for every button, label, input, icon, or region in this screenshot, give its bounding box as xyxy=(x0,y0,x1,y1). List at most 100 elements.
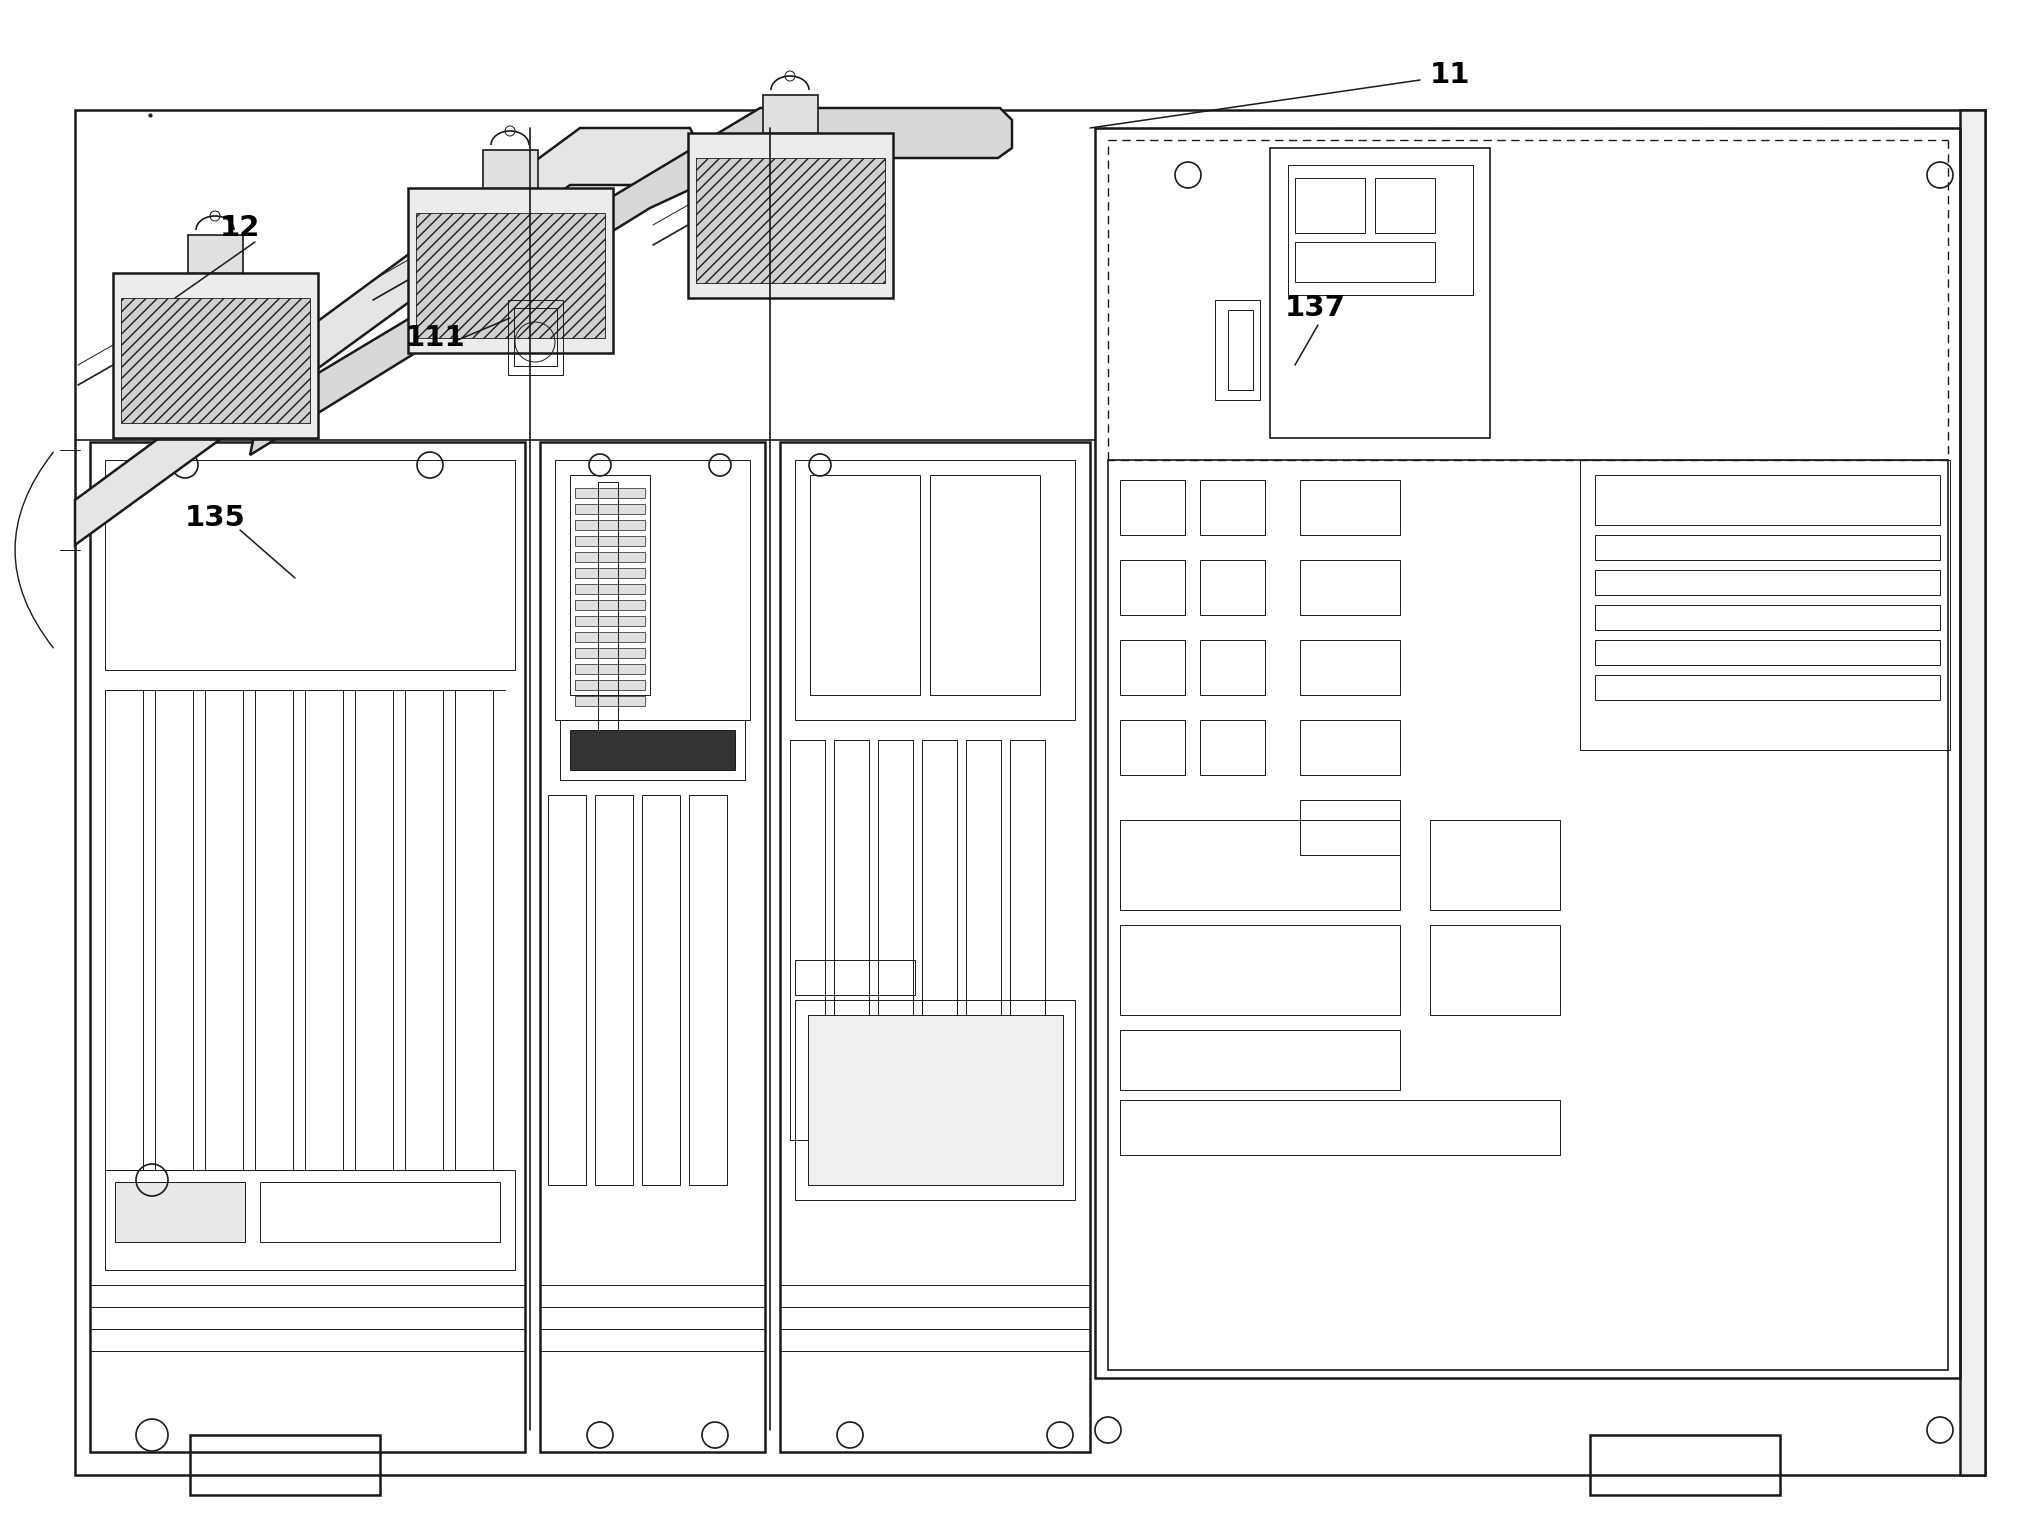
Text: 111: 111 xyxy=(405,324,466,352)
Bar xyxy=(1121,820,1401,910)
Bar xyxy=(105,690,144,1170)
Bar xyxy=(1109,461,1948,1369)
Bar xyxy=(1429,820,1561,910)
Text: 11: 11 xyxy=(1429,61,1470,89)
Bar xyxy=(1595,604,1940,630)
Bar xyxy=(795,461,1074,721)
Bar xyxy=(1121,926,1401,1014)
Bar xyxy=(576,552,645,562)
Bar xyxy=(1121,721,1186,776)
Bar xyxy=(89,442,525,1452)
Bar xyxy=(780,442,1091,1452)
Bar xyxy=(114,272,318,438)
Bar xyxy=(1299,480,1401,536)
Bar xyxy=(547,796,586,1186)
Bar xyxy=(1121,480,1186,536)
Bar xyxy=(1200,640,1265,695)
Bar xyxy=(1200,480,1265,536)
Bar xyxy=(811,474,920,695)
Bar xyxy=(205,690,243,1170)
Bar xyxy=(576,679,645,690)
Bar xyxy=(355,690,393,1170)
Bar xyxy=(795,959,914,995)
Polygon shape xyxy=(75,129,699,545)
Bar xyxy=(1579,461,1950,750)
Bar xyxy=(116,1183,245,1242)
Bar xyxy=(878,741,912,1140)
Bar xyxy=(154,690,193,1170)
Bar xyxy=(1095,129,1960,1379)
Bar xyxy=(1009,741,1046,1140)
Bar xyxy=(191,1435,379,1495)
Bar xyxy=(1200,721,1265,776)
Bar xyxy=(576,488,645,497)
Bar xyxy=(75,110,1984,1475)
Bar xyxy=(559,721,746,780)
Bar xyxy=(576,584,645,594)
Bar xyxy=(1287,165,1474,295)
Polygon shape xyxy=(249,109,1011,454)
Bar xyxy=(922,741,957,1140)
Bar xyxy=(405,690,444,1170)
Bar xyxy=(570,730,736,770)
Bar xyxy=(576,600,645,610)
Text: 12: 12 xyxy=(219,214,259,242)
Bar xyxy=(643,796,679,1186)
Bar xyxy=(1595,675,1940,701)
Bar xyxy=(416,213,604,338)
Bar xyxy=(1299,800,1401,855)
Bar xyxy=(576,568,645,578)
Bar xyxy=(576,520,645,529)
Bar xyxy=(1429,926,1561,1014)
Bar xyxy=(1214,300,1261,399)
Bar xyxy=(1589,1435,1780,1495)
Bar xyxy=(576,536,645,546)
Bar xyxy=(576,617,645,626)
Bar xyxy=(576,649,645,658)
Bar xyxy=(1299,640,1401,695)
Bar xyxy=(1228,311,1253,390)
Bar xyxy=(105,461,515,670)
Bar xyxy=(1299,721,1401,776)
Bar xyxy=(304,690,343,1170)
Bar xyxy=(1271,148,1490,438)
Bar xyxy=(576,696,645,705)
Bar xyxy=(1200,560,1265,615)
Bar xyxy=(795,1001,1074,1200)
Bar xyxy=(259,1183,501,1242)
Bar xyxy=(1121,560,1186,615)
Bar xyxy=(1121,640,1186,695)
Bar xyxy=(1595,474,1940,525)
Bar xyxy=(407,188,612,353)
Bar xyxy=(791,741,825,1140)
Bar xyxy=(189,236,243,272)
Bar xyxy=(509,300,564,375)
Bar xyxy=(454,690,493,1170)
Bar xyxy=(576,664,645,675)
Bar xyxy=(255,690,294,1170)
Bar xyxy=(1960,110,1984,1475)
Bar xyxy=(1374,177,1435,233)
Bar xyxy=(1299,560,1401,615)
Bar xyxy=(515,308,557,366)
Bar xyxy=(687,133,894,298)
Text: 137: 137 xyxy=(1285,294,1346,321)
Bar xyxy=(1121,1100,1561,1155)
Bar xyxy=(695,158,886,283)
Bar xyxy=(122,298,310,422)
Bar xyxy=(1595,571,1940,595)
Bar xyxy=(689,796,728,1186)
Bar xyxy=(539,442,764,1452)
Bar xyxy=(833,741,870,1140)
Bar xyxy=(105,1170,515,1270)
Bar xyxy=(576,503,645,514)
Bar xyxy=(930,474,1040,695)
Bar xyxy=(967,741,1001,1140)
Bar xyxy=(482,150,537,188)
Bar xyxy=(809,1014,1062,1186)
Bar xyxy=(596,796,632,1186)
Bar xyxy=(570,474,651,695)
Bar xyxy=(1595,536,1940,560)
Bar xyxy=(1295,177,1364,233)
Text: 135: 135 xyxy=(184,503,245,532)
